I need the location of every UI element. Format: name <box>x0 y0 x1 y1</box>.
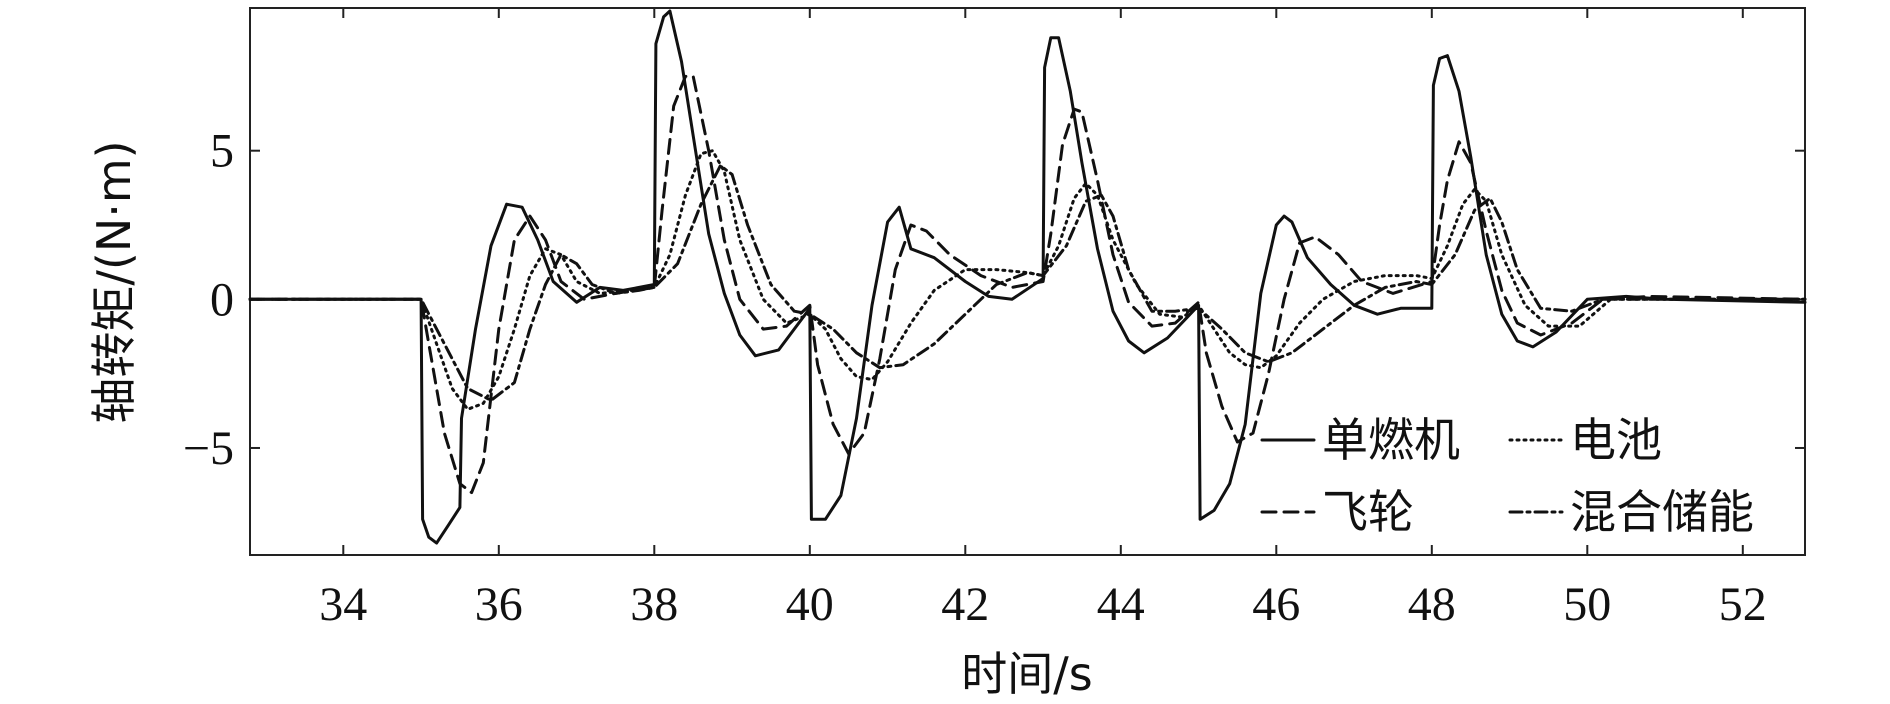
y-tick-label: 0 <box>210 273 234 326</box>
x-tick-label: 48 <box>1408 578 1456 631</box>
x-tick-label: 42 <box>941 578 989 631</box>
legend-label: 飞轮 <box>1322 485 1414 539</box>
y-tick-label: −5 <box>183 422 234 475</box>
x-tick-label: 46 <box>1252 578 1300 631</box>
plot-frame <box>249 7 1806 556</box>
series-line-dotted <box>248 149 1807 411</box>
y-tick-label: 5 <box>210 125 234 178</box>
series-line-dashed <box>248 74 1807 495</box>
legend-label: 电池 <box>1570 413 1662 467</box>
series-line-dashdot <box>248 164 1807 402</box>
x-axis-label: 时间/s <box>961 647 1092 701</box>
x-tick-label: 38 <box>630 578 678 631</box>
legend-label: 混合储能 <box>1570 485 1754 539</box>
series-group <box>248 9 1807 545</box>
x-tick-label: 36 <box>475 578 523 631</box>
x-tick-label: 52 <box>1719 578 1767 631</box>
x-tick-label: 50 <box>1563 578 1611 631</box>
axis-ticks: 34 36 38 40 42 44 46 48 50 52 −5 0 5 <box>183 8 1805 631</box>
series-line-solid <box>248 9 1807 545</box>
x-tick-label: 44 <box>1097 578 1145 631</box>
y-axis-label: 轴转矩/(N·m) <box>87 140 141 423</box>
x-tick-label: 40 <box>786 578 834 631</box>
x-tick-label: 34 <box>319 578 367 631</box>
legend-label: 单燃机 <box>1322 413 1460 467</box>
